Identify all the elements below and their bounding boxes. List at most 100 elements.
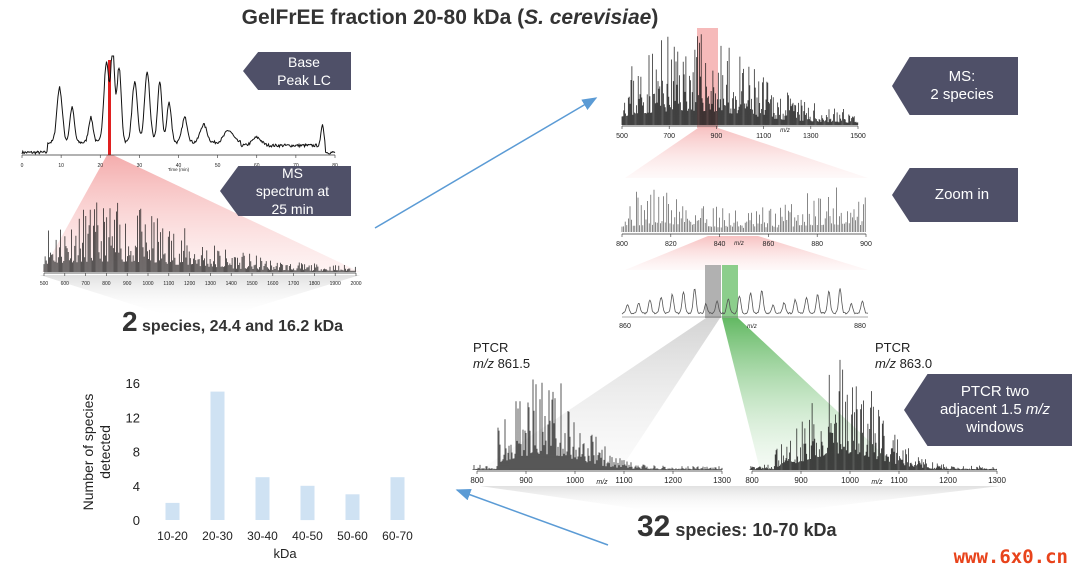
bar-40-50 [300, 485, 315, 521]
ms25-axis-tick-label: 1900 [330, 281, 341, 287]
bar-chart: 0 4 8 12 16 10-20 20-30 30-40 40-50 50-60 60-70 kDa… [80, 376, 413, 561]
bar-x-tick-label: 20-30 [202, 529, 233, 543]
zoom1-axis-tick-label: 840 [714, 241, 726, 248]
bar-20-30 [210, 391, 225, 520]
ms25-axis-tick-label: 1100 [163, 281, 174, 287]
arrow-to-ms-top [374, 97, 598, 229]
ms-top-axis-tick-label: 900 [711, 133, 723, 140]
arrow-to-bar-chart [455, 488, 609, 546]
bar-x-axis-label: kDa [273, 546, 297, 561]
ms25-spectrum [43, 202, 356, 272]
zoom2-unit: m/z [747, 324, 757, 330]
fan-lc-to-ms [42, 155, 360, 272]
lc-axis-tick-label: 0 [21, 163, 24, 169]
title-prefix: GelFrEE fraction 20-80 kDa ( [241, 6, 525, 29]
tag-ptcr-windows-text: PTCR two adjacent 1.5 m/z windows [939, 383, 1051, 436]
fan-zoom1-to-zoom2 [625, 236, 868, 270]
bar-y-tick-label: 12 [126, 410, 140, 425]
title-species: S. cerevisiae [524, 6, 652, 29]
ms25-axis-tick-label: 1400 [226, 281, 237, 287]
bar-50-60 [345, 494, 360, 520]
ptcr-right-axis-tick-label: 1100 [890, 476, 908, 485]
bar-y-axis-label: Number of speciesdetected [80, 394, 113, 511]
lc-axis-tick-label: 50 [215, 163, 221, 169]
ptcr-left-label: PTCR m/z 861.5 [473, 340, 531, 371]
ms25-axis-tick-label: 1600 [267, 281, 278, 287]
watermark: www.6x0.cn [953, 546, 1068, 568]
lc-trace [21, 55, 336, 156]
ms25-axis-tick-label: 700 [81, 281, 90, 287]
fan-ptcr-to-summary [480, 486, 1000, 515]
ptcr-right-unit: m/z [871, 479, 883, 486]
zoom2-trace [621, 288, 869, 315]
zoom1-axis-tick-label: 800 [616, 241, 628, 248]
tag-ms-spectrum: MS spectrum at 25 min [220, 166, 351, 216]
ms25-axis-tick-label: 1800 [309, 281, 320, 287]
ms25-axis-tick-label: 1700 [288, 281, 299, 287]
lc-axis-tick-label: 20 [97, 163, 103, 169]
tag-base-peak-lc: Base Peak LC [243, 52, 351, 90]
ms-top-axis-tick-label: 500 [616, 133, 628, 140]
zoom1-axis-tick-label: 860 [763, 241, 775, 248]
zoom2-tick-label: 880 [854, 323, 866, 330]
ptcr-right-label: PTCR m/z 863.0 [875, 340, 933, 371]
ms25-axis-tick-label: 800 [102, 281, 111, 287]
ms-top-axis-tick-label: 700 [663, 133, 675, 140]
bar-x-tick-label: 10-20 [157, 529, 188, 543]
summary-right: 32 species: 10-70 kDa [637, 510, 837, 543]
ms25-axis-tick-label: 1500 [246, 281, 257, 287]
ptcr-left-axis-tick-label: 1100 [615, 476, 633, 485]
ms-top-spectrum [621, 34, 859, 125]
lc-axis-tick-label: 30 [137, 163, 143, 169]
fan-green-to-ptcr-right [722, 318, 900, 470]
ms25-axis-tick-label: 2000 [350, 281, 361, 287]
ptcr-right-axis-tick-label: 1200 [939, 476, 957, 485]
tag-ms-spectrum-text: MS spectrum at 25 min [255, 165, 330, 217]
ptcr-right-axis-tick-label: 1000 [841, 476, 859, 485]
ms25-axis-tick-label: 1000 [142, 281, 153, 287]
ms25-axis-tick-label: 500 [40, 281, 49, 287]
zoom1-axis-tick-label: 900 [860, 241, 872, 248]
zoom1-spectrum [621, 187, 866, 232]
ptcr-left-axis-tick-label: 1200 [664, 476, 682, 485]
ms25-axis-tick-label: 600 [61, 281, 70, 287]
bar-y-axis-label-line: Number of species [80, 394, 96, 511]
tag-base-peak-lc-text: Base Peak LC [277, 54, 331, 88]
tag-zoom-in-text: Zoom in [934, 186, 990, 203]
fan-ms-to-summary [40, 275, 360, 318]
bar-y-tick-label: 4 [133, 479, 140, 494]
ms25-axis-tick-label: 1200 [184, 281, 195, 287]
ptcr-left-axis-tick-label: 1300 [713, 476, 731, 485]
lc-red-marker [108, 60, 111, 155]
zoom-green-window [722, 265, 738, 318]
ptcr-right-axis-tick-label: 800 [745, 476, 759, 485]
tag-ms-2-species-text: MS: 2 species [930, 68, 994, 103]
bar-10-20 [165, 502, 180, 520]
bar-y-tick-label: 16 [126, 376, 140, 391]
zoom1-axis-tick-label: 820 [665, 241, 677, 248]
zoom1-unit: m/z [734, 241, 744, 247]
lc-axis-tick-label: 40 [176, 163, 182, 169]
bar-30-40 [255, 477, 270, 520]
bar-y-tick-label: 8 [133, 445, 140, 460]
zoom1-axis-tick-label: 880 [811, 241, 823, 248]
ms-top-unit: m/z [780, 128, 790, 134]
ptcr-left-spectrum [472, 379, 723, 470]
title-suffix: ) [651, 6, 659, 29]
bar-x-tick-label: 40-50 [292, 529, 323, 543]
zoom-gray-window [705, 265, 721, 318]
bar-x-tick-label: 50-60 [337, 529, 368, 543]
bar-y-tick-label: 0 [133, 513, 140, 528]
ptcr-right-axis-tick-label: 1300 [988, 476, 1006, 485]
ms25-axis-tick-label: 900 [123, 281, 132, 287]
figure-title: GelFrEE fraction 20-80 kDa (S. cerevisia… [0, 6, 900, 30]
bar-x-tick-label: 60-70 [382, 529, 413, 543]
ptcr-left-axis-tick-label: 800 [470, 476, 484, 485]
ptcr-left-axis-tick-label: 1000 [566, 476, 584, 485]
bar-y-axis-label-line: detected [97, 425, 113, 479]
ptcr-right-spectrum [749, 359, 997, 470]
fan-top-to-zoom1 [625, 128, 868, 178]
ms-top-axis-tick-label: 1100 [756, 133, 771, 140]
